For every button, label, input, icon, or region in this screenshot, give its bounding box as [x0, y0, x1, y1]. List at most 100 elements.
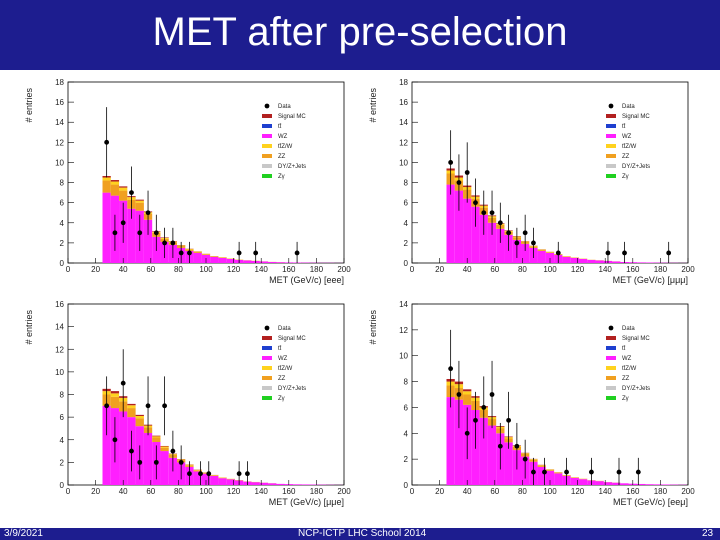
legend-swatch: [606, 346, 616, 350]
y-tick-label: 14: [55, 118, 64, 127]
histogram-bar: [143, 432, 153, 485]
x-tick-label: 120: [571, 265, 585, 274]
data-point: [522, 230, 528, 236]
data-point: [506, 417, 511, 423]
legend-label: Data: [622, 104, 635, 110]
legend-label: tt̄: [278, 123, 282, 130]
legend-label: DY/Z+Jets: [622, 386, 650, 392]
histogram-bar: [612, 261, 621, 263]
data-point: [481, 210, 487, 216]
data-point: [178, 250, 184, 256]
y-tick-label: 4: [60, 219, 65, 228]
legend-swatch: [606, 154, 616, 158]
y-tick-label: 4: [60, 436, 65, 445]
chart-eee: 0 20 40 60 80 100 120 140 160 180 200 0 2 4 6 8 10 12 14 16…: [24, 78, 351, 285]
data-point: [564, 469, 569, 475]
data-point: [153, 230, 159, 236]
x-tick-label: 20: [91, 265, 100, 274]
histogram-bar: [119, 187, 128, 191]
histogram-bar: [463, 394, 472, 405]
panel-eemu: 0 20 40 60 80 100 120 140 160 180 200 0 2 4 6 8 10 12 14 ME…: [364, 300, 702, 514]
histogram-bar: [102, 192, 111, 263]
histogram-bar: [135, 414, 144, 416]
data-point: [145, 210, 151, 216]
y-tick-label: 0: [404, 259, 409, 268]
y-tick-label: 6: [404, 199, 409, 208]
histogram-bar: [603, 482, 613, 485]
histogram-bar: [537, 465, 546, 467]
histogram-bar: [193, 471, 202, 485]
histogram-bar: [454, 190, 464, 263]
x-tick-label: 40: [463, 487, 472, 496]
data-point: [162, 240, 168, 246]
y-tick-label: 8: [60, 391, 65, 400]
x-tick-label: 40: [463, 265, 472, 274]
legend-swatch: [262, 356, 272, 360]
histogram-bar: [487, 222, 497, 263]
data-point: [187, 471, 192, 477]
data-point: [236, 250, 242, 256]
legend-swatch: [606, 124, 616, 128]
histogram-bar: [135, 415, 144, 419]
histogram-bar: [127, 208, 136, 263]
panel-eee: 0 20 40 60 80 100 120 140 160 180 200 0 2 4 6 8 10 12 14 16…: [20, 78, 358, 292]
data-point: [481, 405, 487, 410]
legend-label: tt̄: [278, 345, 282, 352]
histogram-bar: [259, 482, 269, 485]
x-tick-label: 0: [66, 487, 71, 496]
x-tick-label: 140: [255, 265, 269, 274]
histogram-bar: [471, 206, 480, 263]
data-point: [206, 471, 212, 477]
data-point: [198, 471, 203, 477]
title-bar: [0, 0, 720, 72]
x-tick-label: 160: [626, 487, 640, 496]
data-point: [514, 240, 520, 246]
data-point: [506, 230, 511, 236]
histogram-bar: [193, 252, 202, 263]
x-tick-label: 80: [174, 487, 183, 496]
data-point: [473, 200, 478, 206]
x-tick-label: 40: [119, 487, 128, 496]
x-tick-label: 60: [146, 487, 155, 496]
legend-label: ZZ: [622, 376, 630, 382]
histogram-bar: [119, 411, 128, 485]
legend-swatch: [262, 154, 272, 158]
histogram-bar: [554, 473, 563, 485]
legend-swatch: [606, 376, 616, 380]
y-tick-label: 2: [60, 458, 65, 467]
footer-date: 3/9/2021: [4, 528, 43, 539]
y-tick-label: 0: [60, 259, 65, 268]
footer-bar: 3/9/2021 NCP-ICTP LHC School 2014 23: [0, 528, 720, 540]
histogram-bar: [160, 445, 169, 447]
data-point: [129, 190, 134, 196]
x-tick-label: 20: [435, 487, 444, 496]
histogram-bar: [570, 477, 579, 485]
legend-label: WZ: [622, 356, 632, 362]
y-tick-label: 16: [55, 98, 64, 107]
data-point: [245, 471, 250, 477]
legend-label: tt̄Z/W: [622, 365, 637, 372]
y-tick-label: 8: [60, 179, 65, 188]
histogram-bar: [110, 180, 120, 182]
data-point: [589, 469, 594, 475]
legend-label: Zγ: [622, 396, 629, 402]
histogram-bar: [545, 252, 555, 253]
x-tick-label: 60: [490, 487, 499, 496]
histogram-bar: [193, 470, 202, 472]
data-point: [489, 210, 495, 216]
histogram-bar: [152, 437, 161, 443]
chart-mumumu: 0 20 40 60 80 100 120 140 160 180 200 0 2 4 6 8 10 12 14 16…: [368, 78, 695, 285]
histogram-bar: [446, 184, 455, 263]
x-tick-label: 20: [435, 265, 444, 274]
legend-label: Zγ: [278, 396, 285, 402]
data-point: [666, 250, 672, 256]
x-axis-label: MET (GeV/c) [eeμ]: [613, 497, 688, 507]
data-point: [137, 230, 143, 236]
legend-swatch: [262, 376, 272, 380]
y-axis-label: # entries: [24, 88, 34, 123]
x-tick-label: 200: [681, 487, 695, 496]
legend-label: DY/Z+Jets: [278, 386, 306, 392]
histogram-bar: [587, 259, 596, 263]
panel-mumumu: 0 20 40 60 80 100 120 140 160 180 200 0 2 4 6 8 10 12 14 16…: [364, 78, 702, 292]
data-point: [473, 417, 478, 423]
